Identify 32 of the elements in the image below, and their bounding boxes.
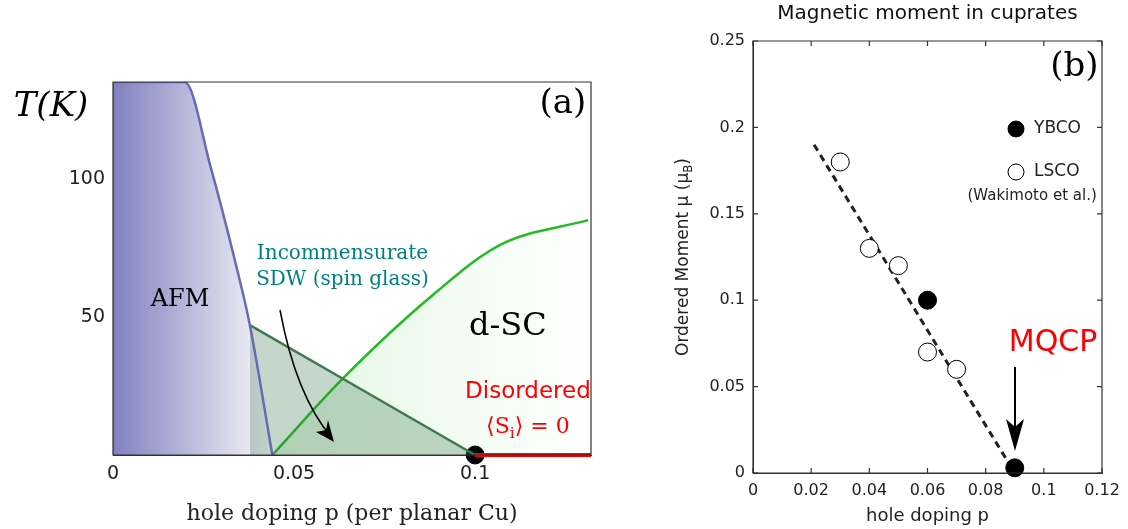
annotation: (Wakimoto et al.) — [967, 186, 1097, 205]
x-tick-label: 0.12 — [1084, 479, 1120, 499]
x-tick-label: 0.04 — [851, 479, 888, 499]
y-axis-title: Ordered Moment μ (μB) — [672, 158, 696, 356]
x-tick-label: 0.1 — [460, 461, 491, 484]
annotation: (a) — [539, 81, 587, 122]
series-label: AFM — [149, 284, 210, 313]
x-tick-label: 0.1 — [1031, 479, 1057, 499]
y-tick-label: 0.15 — [709, 202, 745, 222]
y-tick-label: 0.2 — [719, 116, 745, 136]
x-tick-label: 0.08 — [967, 479, 1004, 499]
x-tick-label: 0.06 — [909, 479, 946, 499]
y-tick-label: 0.1 — [719, 289, 745, 309]
legend-label: LSCO — [1034, 160, 1080, 181]
annotation: (b) — [1050, 43, 1099, 84]
x-tick-label: 0 — [106, 461, 120, 484]
legend-label: YBCO — [1033, 117, 1081, 138]
y-tick-label: 0.05 — [709, 375, 745, 395]
y-tick-label: 50 — [80, 303, 105, 326]
x-tick-label: 0.05 — [272, 461, 316, 484]
chart-title: Magnetic moment in cuprates — [777, 0, 1078, 25]
y-tick-label: 100 — [68, 165, 105, 188]
x-axis-title: hole doping p — [865, 503, 990, 525]
series-label: Incommensurate SDW (spin glass) — [256, 239, 429, 290]
series-label: d-SC — [468, 305, 547, 343]
x-tick-label: 0.02 — [793, 479, 829, 499]
y-axis-title: T(K) — [13, 83, 89, 124]
x-axis-title: hole doping p (per planar Cu) — [186, 499, 518, 525]
x-tick-label: 0 — [747, 479, 759, 499]
annotation: MQCP — [1008, 323, 1098, 359]
y-tick-label: 0.25 — [709, 30, 745, 50]
text: Disordered — [465, 376, 591, 403]
